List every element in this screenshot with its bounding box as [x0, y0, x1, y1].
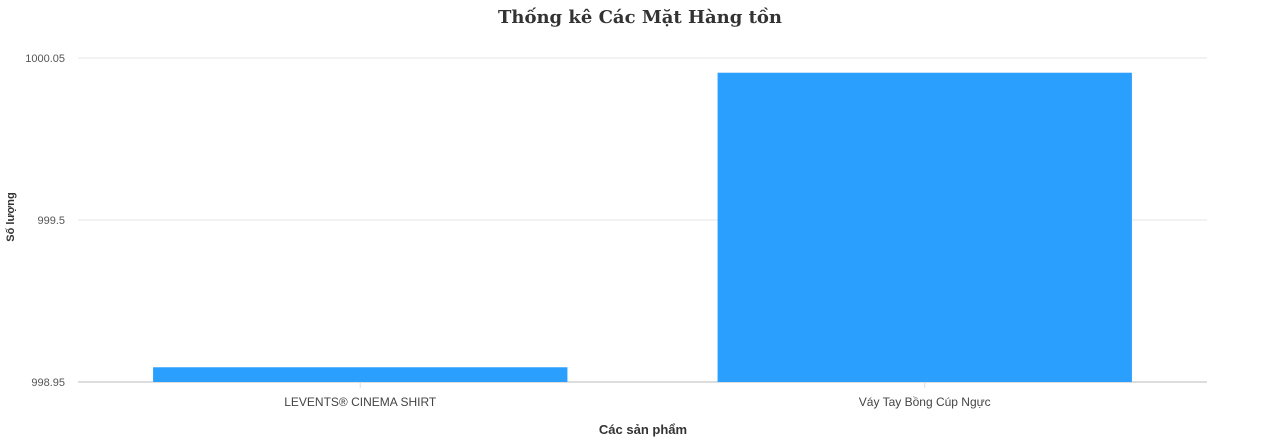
y-axis-ticks: 998.95 999.5 1000.05 [25, 53, 65, 389]
x-tick-label: Váy Tay Bồng Cúp Ngực [859, 395, 991, 409]
chart-title: Thống kê Các Mặt Hàng tồn [498, 6, 782, 28]
x-axis-ticks: LEVENTS® CINEMA SHIRT Váy Tay Bồng Cúp Ng… [284, 382, 991, 409]
x-tick-label: LEVENTS® CINEMA SHIRT [284, 395, 437, 409]
y-tick-label: 998.95 [31, 377, 65, 389]
y-tick-label: 999.5 [37, 215, 65, 227]
bar [717, 72, 1132, 383]
y-axis-title: Số lượng [5, 192, 17, 241]
y-tick-label: 1000.05 [25, 53, 65, 65]
x-axis-title: Các sản phẩm [599, 422, 687, 437]
bar [153, 367, 568, 382]
bars [153, 72, 1132, 383]
